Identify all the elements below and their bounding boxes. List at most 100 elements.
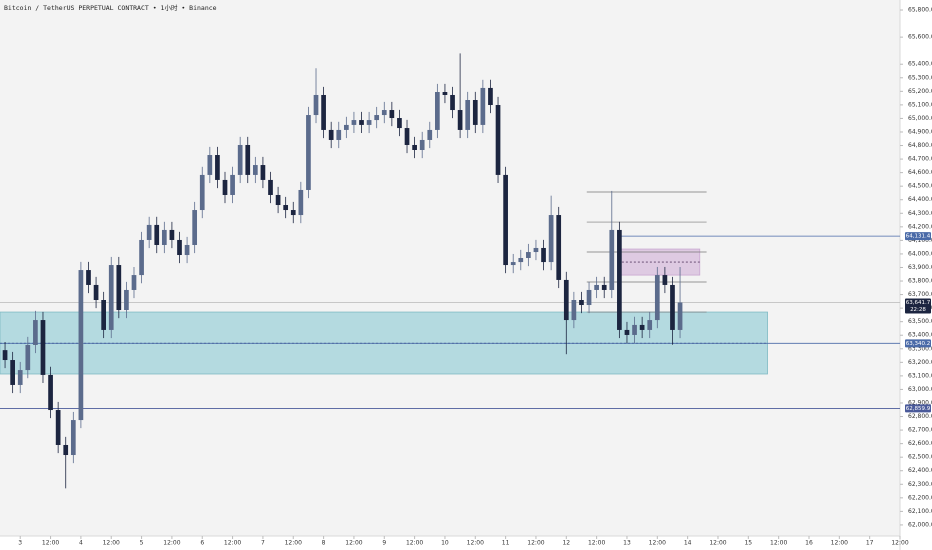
candle-body bbox=[488, 87, 493, 106]
candle-body bbox=[283, 205, 289, 211]
candle-body bbox=[101, 300, 107, 330]
y-tick-label: 65,400.0 bbox=[908, 61, 932, 68]
x-tick-label: 9 bbox=[382, 540, 386, 547]
candle-body bbox=[86, 270, 91, 285]
y-tick-label: 62,400.0 bbox=[908, 467, 932, 474]
candle-body bbox=[632, 324, 637, 335]
y-tick-label: 63,700.0 bbox=[908, 291, 932, 298]
candle-body bbox=[442, 92, 448, 95]
candle-body bbox=[169, 229, 175, 240]
price-marker bbox=[905, 404, 931, 413]
y-tick-label: 62,200.0 bbox=[908, 494, 932, 501]
x-tick-label: 7 bbox=[261, 540, 265, 547]
y-tick-label: 65,000.0 bbox=[908, 115, 932, 122]
candle-body bbox=[381, 110, 387, 116]
y-tick-label: 63,400.0 bbox=[908, 332, 932, 339]
x-tick-label: 8 bbox=[322, 540, 326, 547]
x-tick-label: 12:00 bbox=[285, 540, 302, 547]
x-tick-label: 16 bbox=[805, 540, 813, 547]
candle-body bbox=[624, 329, 630, 335]
x-tick-label: 12 bbox=[562, 540, 570, 547]
x-tick-label: 12:00 bbox=[770, 540, 787, 547]
candle-body bbox=[639, 324, 645, 330]
candle-body bbox=[306, 115, 311, 190]
candle-body bbox=[351, 120, 357, 125]
candle-body bbox=[427, 129, 433, 140]
x-tick-label: 6 bbox=[200, 540, 204, 547]
price-marker-label: 62,859.9 bbox=[906, 406, 931, 412]
candle-body bbox=[154, 224, 160, 245]
candle-body bbox=[131, 275, 137, 290]
y-tick-label: 65,800.0 bbox=[908, 7, 932, 14]
candle-body bbox=[617, 229, 622, 330]
candle-body bbox=[510, 262, 516, 266]
candle-body bbox=[343, 124, 349, 130]
candle-body bbox=[548, 215, 554, 263]
x-tick-label: 12:00 bbox=[709, 540, 726, 547]
y-tick-label: 64,500.0 bbox=[908, 183, 932, 190]
candle-body bbox=[245, 144, 251, 175]
candle-body bbox=[177, 239, 182, 256]
y-tick-label: 63,200.0 bbox=[908, 359, 932, 366]
candle-body bbox=[609, 229, 615, 290]
y-tick-label: 64,800.0 bbox=[908, 142, 932, 149]
candle-body bbox=[533, 247, 539, 253]
candle-body bbox=[457, 110, 463, 130]
y-tick-label: 64,100.0 bbox=[908, 237, 932, 244]
y-tick-label: 63,100.0 bbox=[908, 372, 932, 379]
x-tick-label: 12:00 bbox=[527, 540, 544, 547]
candle-body bbox=[526, 252, 531, 258]
candle-body bbox=[25, 344, 31, 371]
candle-body bbox=[435, 92, 440, 130]
candle-body bbox=[336, 129, 342, 140]
price-marker-label: 64,131.4 bbox=[906, 234, 931, 240]
y-tick-label: 63,800.0 bbox=[908, 278, 932, 285]
candle-body bbox=[63, 444, 69, 456]
price-marker bbox=[905, 232, 931, 241]
x-tick-label: 10 bbox=[441, 540, 449, 547]
x-tick-label: 15 bbox=[744, 540, 752, 547]
candle-body bbox=[389, 110, 395, 119]
candle-body bbox=[313, 94, 319, 116]
candle-body bbox=[518, 257, 524, 263]
y-tick-label: 62,500.0 bbox=[908, 454, 932, 461]
candle-body bbox=[298, 189, 304, 216]
candle-body bbox=[366, 120, 372, 125]
candle-body bbox=[472, 100, 478, 125]
candle-body bbox=[192, 210, 198, 245]
x-tick-label: 4 bbox=[79, 540, 83, 547]
candle-body bbox=[184, 244, 190, 256]
candle-body bbox=[586, 289, 592, 306]
candle-body bbox=[230, 174, 235, 195]
candle-body bbox=[146, 224, 152, 240]
y-tick-label: 65,100.0 bbox=[908, 101, 932, 108]
y-tick-label: 63,000.0 bbox=[908, 386, 932, 393]
x-tick-label: 5 bbox=[140, 540, 144, 547]
candle-body bbox=[480, 87, 486, 125]
candle-body bbox=[199, 174, 205, 211]
candle-body bbox=[321, 94, 326, 130]
x-tick-label: 12:00 bbox=[42, 540, 59, 547]
candle-body bbox=[33, 320, 38, 345]
x-tick-label: 12:00 bbox=[891, 540, 908, 547]
candle-body bbox=[93, 284, 99, 300]
candle-body bbox=[108, 265, 114, 330]
candle-body bbox=[215, 155, 220, 180]
y-tick-label: 62,000.0 bbox=[908, 521, 932, 528]
y-tick-label: 65,600.0 bbox=[908, 34, 932, 41]
y-tick-label: 65,200.0 bbox=[908, 88, 932, 95]
price-marker bbox=[905, 339, 931, 348]
x-tick-label: 17 bbox=[866, 540, 874, 547]
y-tick-label: 64,400.0 bbox=[908, 196, 932, 203]
price-marker-label: 63,340.2 bbox=[906, 341, 931, 347]
chart-title: Bitcoin / TetherUS PERPETUAL CONTRACT • … bbox=[4, 3, 217, 12]
y-tick-label: 64,000.0 bbox=[908, 250, 932, 257]
x-tick-label: 12:00 bbox=[345, 540, 362, 547]
candle-body bbox=[359, 120, 364, 125]
x-tick-label: 11 bbox=[502, 540, 510, 547]
candle-body bbox=[252, 165, 258, 175]
candle-body bbox=[139, 239, 144, 276]
candle-body bbox=[124, 289, 129, 311]
candle-body bbox=[594, 284, 599, 290]
